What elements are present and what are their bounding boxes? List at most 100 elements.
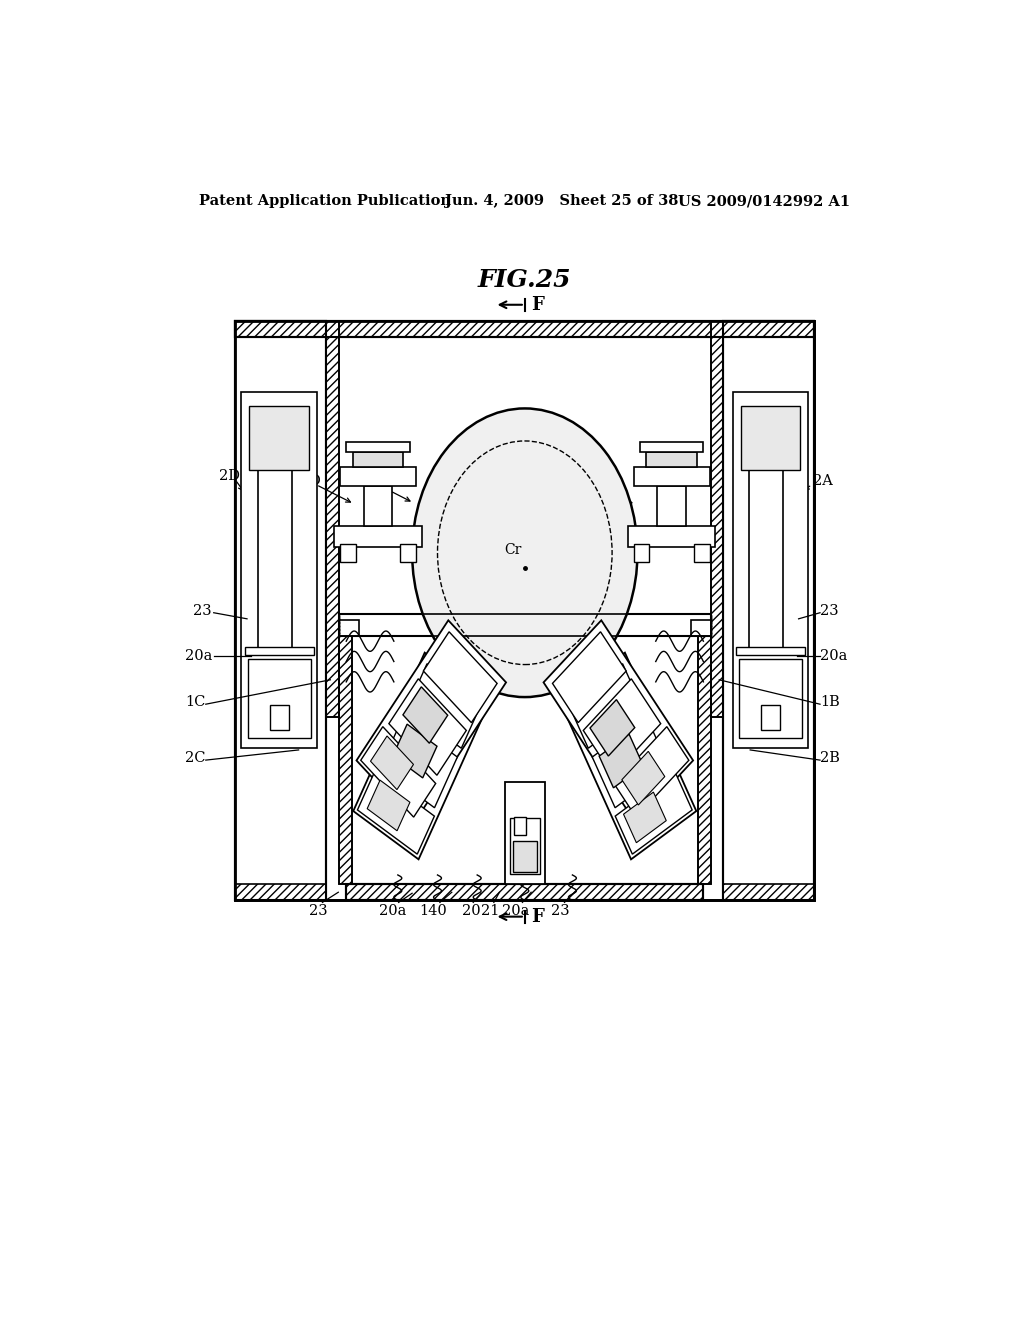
Bar [248,660,310,738]
Text: 20a: 20a [503,903,529,917]
Text: 3: 3 [382,479,391,494]
Bar [242,392,316,748]
Bar [657,486,686,527]
Bar [690,620,711,636]
Text: 2C: 2C [185,751,206,766]
Bar [389,678,466,775]
Text: W: W [437,477,453,491]
Bar [339,620,359,636]
Text: 1D: 1D [300,474,322,487]
Bar [250,407,309,470]
Bar [340,467,416,486]
Text: 23: 23 [309,903,328,917]
Text: 2D: 2D [219,469,241,483]
Bar [371,737,414,789]
Text: F: F [531,908,544,925]
Text: F: F [531,296,544,314]
Text: FIG.25: FIG.25 [478,268,571,292]
Bar [634,544,649,562]
Bar [697,636,711,884]
Bar [634,467,710,486]
Text: 20a: 20a [379,903,406,917]
Bar [360,726,435,817]
Bar [590,700,635,756]
Bar [236,321,814,900]
Bar [568,664,643,748]
Bar [697,636,711,884]
Bar [339,636,352,884]
Text: 1B: 1B [820,696,840,709]
Bar [514,817,526,836]
Bar [346,442,410,453]
Bar [407,664,481,748]
Text: 23: 23 [194,603,212,618]
Bar [423,632,497,722]
Bar [400,544,416,562]
Bar [236,321,814,900]
Text: 2B: 2B [820,751,840,766]
Bar [236,321,327,900]
Bar [327,321,339,718]
Bar [346,884,703,900]
Bar [723,321,814,900]
Bar [733,392,808,748]
Bar [368,780,410,830]
Bar [364,486,392,527]
Text: Jun. 4, 2009   Sheet 25 of 38: Jun. 4, 2009 Sheet 25 of 38 [445,194,679,209]
Bar [393,725,437,777]
Text: Cr: Cr [504,543,521,557]
Bar [236,884,327,900]
Bar [694,544,710,562]
Bar [739,660,802,738]
Bar [740,407,800,470]
Bar [544,620,693,822]
Bar [357,772,434,854]
Bar [761,705,780,730]
Bar [236,321,327,900]
Text: 21: 21 [481,903,500,917]
Bar [327,321,339,718]
Bar [339,636,352,884]
Bar [346,884,703,900]
Bar [723,884,814,900]
Bar [599,734,643,788]
Text: 23: 23 [551,903,569,917]
Bar [614,726,689,817]
Bar [245,647,313,656]
Text: US 2009/0142992 A1: US 2009/0142992 A1 [678,194,850,209]
Bar [628,527,716,546]
Bar [334,527,422,546]
Bar [339,614,711,636]
Text: 1C: 1C [185,696,206,709]
Text: 20: 20 [462,903,480,917]
Bar [339,614,711,636]
Bar [646,453,697,467]
Bar [624,792,667,842]
Bar [340,544,355,562]
Bar [736,647,805,656]
Bar [553,632,627,722]
Text: 2A: 2A [813,474,833,487]
Bar [269,705,289,730]
Text: 23: 23 [820,603,839,618]
Bar [711,321,723,718]
Text: 1A: 1A [572,479,592,492]
Bar [380,717,458,808]
Text: 140: 140 [420,903,447,917]
Bar [559,652,696,859]
Text: 20a: 20a [820,649,848,664]
Bar [356,620,506,822]
Bar [258,470,292,648]
Bar [711,321,723,718]
Bar [750,470,783,648]
Bar [723,321,814,900]
Bar [622,751,665,805]
Bar [353,652,490,859]
Bar [592,717,670,808]
Bar [236,321,814,338]
Bar [640,442,703,453]
Text: Patent Application Publication: Patent Application Publication [200,194,452,209]
Bar [505,783,545,884]
Bar [402,686,447,743]
Bar [510,818,540,874]
